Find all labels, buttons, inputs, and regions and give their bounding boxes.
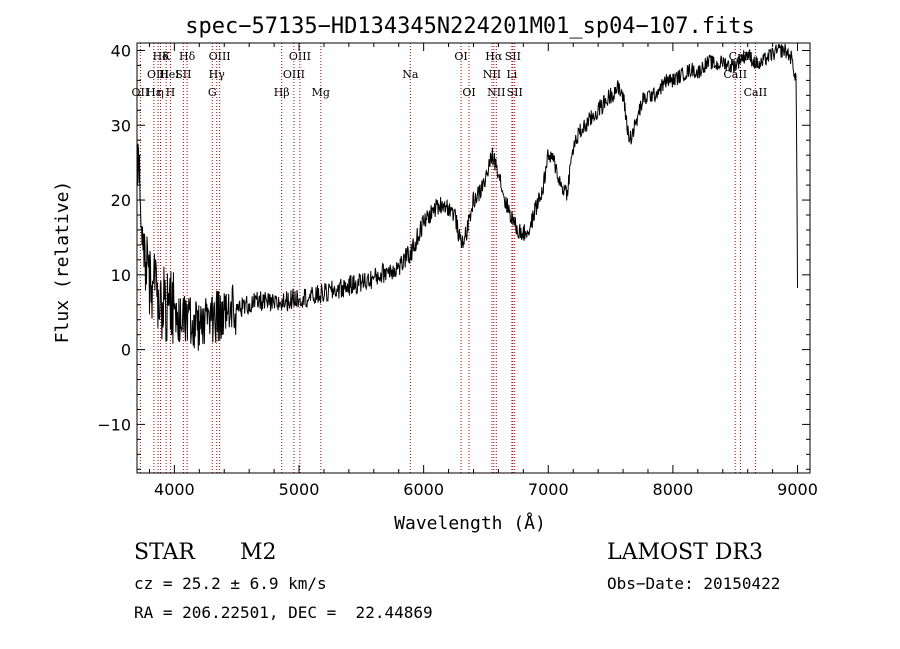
line-annotation: Hα bbox=[485, 50, 503, 63]
line-annotation: OIII bbox=[289, 50, 311, 63]
line-annotation: H bbox=[166, 86, 176, 99]
spectral-subclass: M2 bbox=[240, 540, 277, 565]
spectrum-line bbox=[136, 43, 798, 351]
survey-name: LAMOST DR3 bbox=[607, 540, 763, 565]
line-annotation: NII bbox=[483, 68, 501, 81]
x-tick-label: 5000 bbox=[279, 480, 320, 499]
y-tick-label: 0 bbox=[121, 341, 131, 360]
line-annotation: G bbox=[208, 86, 217, 99]
y-axis-ticks: −10 0 10 20 30 40 bbox=[97, 41, 810, 470]
line-annotation: Li bbox=[506, 68, 517, 81]
x-tick-label: 9000 bbox=[777, 480, 818, 499]
line-annotation: SII bbox=[505, 50, 521, 63]
x-axis-label: Wavelength (Å) bbox=[394, 512, 546, 534]
chart-title: spec−57135−HD134345N224201M01_sp04−107.f… bbox=[185, 14, 755, 39]
x-tick-label: 8000 bbox=[653, 480, 694, 499]
line-annotation: HeI bbox=[159, 68, 179, 81]
x-tick-label: 7000 bbox=[528, 480, 569, 499]
line-annotation: NII bbox=[487, 86, 505, 99]
x-tick-label: 4000 bbox=[154, 480, 195, 499]
y-tick-label: 20 bbox=[111, 191, 131, 210]
line-annotation: Hβ bbox=[274, 86, 290, 99]
line-annotation: OI bbox=[462, 86, 475, 99]
observation-date: Obs−Date: 20150422 bbox=[607, 574, 781, 593]
line-annotation: CaII bbox=[744, 86, 768, 99]
y-tick-label: 30 bbox=[111, 116, 131, 135]
line-annotation: SII bbox=[175, 68, 191, 81]
line-annotation: Hγ bbox=[209, 68, 226, 81]
y-tick-label: −10 bbox=[97, 415, 131, 434]
y-tick-label: 40 bbox=[111, 41, 131, 60]
emission-line-markers bbox=[139, 43, 756, 473]
line-annotation: K bbox=[162, 50, 171, 63]
coordinates: RA = 206.22501, DEC = 22.44869 bbox=[134, 603, 433, 622]
x-tick-label: 6000 bbox=[403, 480, 444, 499]
line-annotation: OIII bbox=[147, 68, 169, 81]
line-annotation: Hε bbox=[146, 86, 162, 99]
line-annotation: η bbox=[157, 86, 164, 99]
line-annotation: Na bbox=[402, 68, 419, 81]
line-annotation: Hδ bbox=[153, 50, 170, 63]
line-annotation: OIII bbox=[283, 68, 305, 81]
line-annotation: OIII bbox=[209, 50, 231, 63]
line-annotation: SII bbox=[507, 86, 523, 99]
line-annotation: Hδ bbox=[179, 50, 196, 63]
line-annotation: OI bbox=[454, 50, 467, 63]
y-axis-label: Flux (relative) bbox=[52, 181, 73, 344]
redshift-cz: cz = 25.2 ± 6.9 km/s bbox=[134, 574, 327, 593]
line-annotation: OII bbox=[132, 86, 150, 99]
object-type: STAR bbox=[134, 540, 195, 565]
line-annotation: Mg bbox=[312, 86, 330, 99]
x-axis-ticks: 4000 5000 6000 7000 8000 9000 bbox=[148, 43, 818, 499]
y-tick-label: 10 bbox=[111, 266, 131, 285]
plot-frame bbox=[136, 42, 811, 474]
